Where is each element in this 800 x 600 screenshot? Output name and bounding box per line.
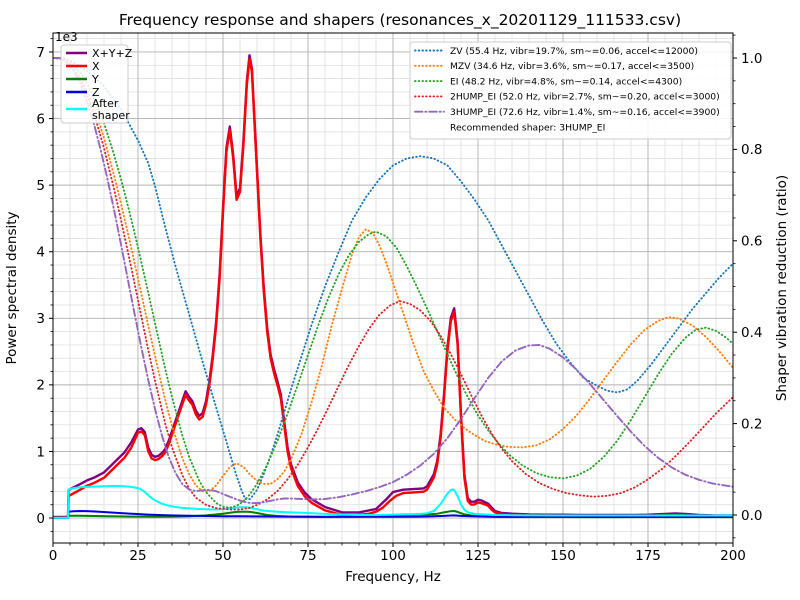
legend-left-item-label: After xyxy=(92,97,119,110)
legend-right-recommendation-note: Recommended shaper: 3HUMP_EI xyxy=(450,123,605,134)
chart-title: Frequency response and shapers (resonanc… xyxy=(119,11,681,30)
legend-right-item-label: ZV (55.4 Hz, vibr=19.7%, sm~=0.06, accel… xyxy=(450,46,698,57)
x-tick-label: 100 xyxy=(380,548,406,564)
series-mzv xyxy=(53,57,733,493)
y-right-tick-label: 0.0 xyxy=(741,508,762,524)
legend-left-item-label: Y xyxy=(91,73,99,86)
y-left-tick-label: 7 xyxy=(36,45,45,61)
y-axis-right-label: Shaper vibration reduction (ratio) xyxy=(774,175,790,401)
legend-left-item-label: Z xyxy=(92,86,100,99)
y-right-tick-label: 0.6 xyxy=(741,234,762,250)
series-zv xyxy=(53,57,733,500)
x-tick-label: 125 xyxy=(465,548,491,564)
series-2hump_ei xyxy=(53,57,733,511)
x-tick-label: 0 xyxy=(49,548,58,564)
y-left-tick-label: 0 xyxy=(36,511,45,527)
legend-right-item-label: 3HUMP_EI (72.6 Hz, vibr=1.4%, sm~=0.16, … xyxy=(450,107,720,118)
x-axis-label: Frequency, Hz xyxy=(345,569,441,585)
legend-left-item-label: shaper xyxy=(92,109,130,122)
y-left-tick-label: 3 xyxy=(36,311,45,327)
legend-right-item-label: 2HUMP_EI (52.0 Hz, vibr=2.7%, sm~=0.20, … xyxy=(450,92,720,103)
y-axis-left-label: Power spectral density xyxy=(4,211,20,364)
series-z xyxy=(53,510,733,519)
y-right-tick-label: 1.0 xyxy=(741,51,762,67)
x-tick-label: 50 xyxy=(214,548,231,564)
series-after-shaper xyxy=(53,484,733,519)
x-tick-label: 150 xyxy=(550,548,576,564)
x-tick-label: 200 xyxy=(720,548,746,564)
y-right-tick-label: 0.4 xyxy=(741,325,762,341)
y-right-tick-label: 0.2 xyxy=(741,416,762,432)
x-tick-label: 75 xyxy=(299,548,316,564)
y-axis-offset-text: 1e3 xyxy=(55,30,78,44)
legend-left-item-label: X xyxy=(92,60,100,73)
series-x xyxy=(53,57,733,519)
legend-left-item-label: X+Y+Z xyxy=(92,47,133,60)
series-3hump_ei xyxy=(53,57,733,505)
chart-dynamic-layer: 0 25 50 75 100 125 150 175 200 0 1 2 3 4 5 6 7 0.0 0.2 0.4 0… xyxy=(36,32,762,564)
legend-right-item-label: MZV (34.6 Hz, vibr=3.6%, sm~=0.17, accel… xyxy=(450,61,694,72)
y-left-tick-label: 2 xyxy=(36,378,45,394)
legend-right-frame xyxy=(409,41,732,140)
y-left-tick-label: 1 xyxy=(36,444,45,460)
x-tick-label: 175 xyxy=(635,548,661,564)
x-tick-label: 25 xyxy=(129,548,146,564)
y-right-tick-label: 0.8 xyxy=(741,142,762,158)
y-left-tick-label: 4 xyxy=(36,245,45,261)
y-left-tick-label: 6 xyxy=(36,111,45,127)
series-ei xyxy=(53,57,733,509)
legend-left-frame xyxy=(60,44,129,124)
legend-right-item-label: EI (48.2 Hz, vibr=4.8%, sm~=0.14, accel<… xyxy=(450,76,682,87)
y-left-tick-label: 5 xyxy=(36,178,45,194)
